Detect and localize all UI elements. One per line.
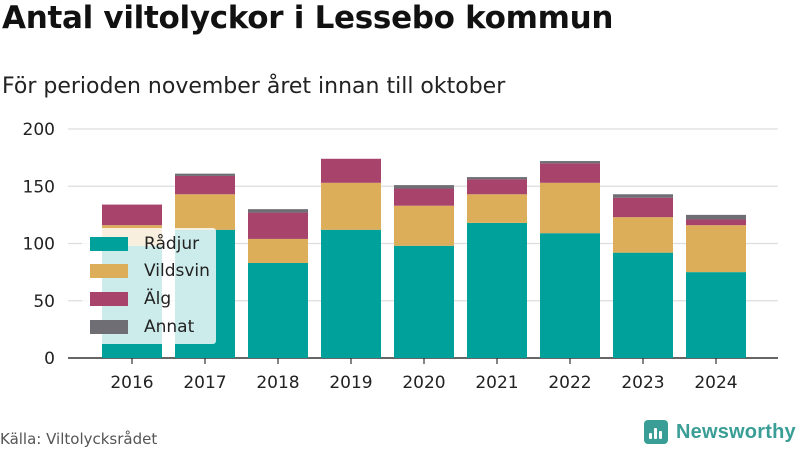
y-axis-ticks: 0 50 100 150 200 [23,120,55,369]
legend: Rådjur Vildsvin Älg Annat [82,228,216,344]
legend-item-radjur[interactable]: Rådjur [90,232,199,256]
legend-swatch-vildsvin [90,264,128,278]
bar-2020-vildsvin [394,205,454,246]
newsworthy-logo-icon [644,420,668,444]
bar-2021-annat [467,177,527,180]
bar-2022-annat [540,161,600,164]
bar-2020-annat [394,185,454,189]
bar-2022-rådjur [540,233,600,358]
legend-label-vildsvin: Vildsvin [144,261,210,281]
bar-2018-älg [248,212,308,239]
brand-name: Newsworthy [676,420,796,443]
source-note: Källa: Viltolycksrådet [0,430,158,448]
x-tick-label-2016: 2016 [110,373,153,393]
bar-2018-annat [248,209,308,213]
chart-title: Antal viltolyckor i Lessebo kommun [2,0,614,36]
y-tick-label: 150 [23,177,55,197]
bar-2022-vildsvin [540,182,600,234]
legend-label-annat: Annat [144,317,195,337]
bar-2018-vildsvin [248,238,308,263]
legend-label-radjur: Rådjur [144,234,200,254]
bar-2024-älg [686,219,746,226]
bar-2020-rådjur [394,245,454,358]
bar-2023-vildsvin [613,217,673,253]
brand-logo[interactable]: Newsworthy [644,420,796,444]
bar-2023-annat [613,194,673,198]
x-tick-label-2022: 2022 [548,373,591,393]
bar-2017-älg [175,175,235,195]
bar-2021-rådjur [467,222,527,358]
bar-2016-älg [102,204,162,226]
legend-label-alg: Älg [144,289,172,309]
bar-2022-älg [540,163,600,183]
legend-swatch-annat [90,320,128,334]
bar-2018-rådjur [248,262,308,358]
x-axis-ticks: 2016 2017 2018 2019 2020 2021 2022 2023 2024 [110,358,738,393]
x-tick-label-2024: 2024 [694,373,737,393]
bar-2019-älg [321,158,381,183]
x-tick-label-2021: 2021 [475,373,518,393]
x-tick-label-2020: 2020 [402,373,445,393]
y-tick-label: 0 [44,349,55,369]
bar-2024-vildsvin [686,225,746,273]
bar-2024-annat [686,214,746,220]
y-tick-label: 50 [33,292,55,312]
legend-swatch-radjur [90,237,128,251]
bar-2019-rådjur [321,229,381,358]
bar-2023-älg [613,197,673,218]
bar-2024-rådjur [686,272,746,358]
bar-2023-rådjur [613,252,673,358]
bar-2017-annat [175,173,235,176]
bar-2020-älg [394,188,454,206]
legend-item-annat[interactable]: Annat [90,315,194,339]
bar-2021-vildsvin [467,194,527,223]
y-tick-label: 200 [23,120,55,140]
legend-swatch-alg [90,292,128,306]
chart-subtitle: För perioden november året innan till ok… [2,74,506,99]
bar-2017-vildsvin [175,194,235,230]
legend-item-alg[interactable]: Älg [90,287,171,311]
x-tick-label-2018: 2018 [256,373,299,393]
bar-2019-vildsvin [321,182,381,230]
x-tick-label-2019: 2019 [329,373,372,393]
x-tick-label-2023: 2023 [621,373,664,393]
x-tick-label-2017: 2017 [183,373,226,393]
y-tick-label: 100 [23,235,55,255]
bar-2021-älg [467,179,527,195]
legend-item-vildsvin[interactable]: Vildsvin [90,259,210,283]
